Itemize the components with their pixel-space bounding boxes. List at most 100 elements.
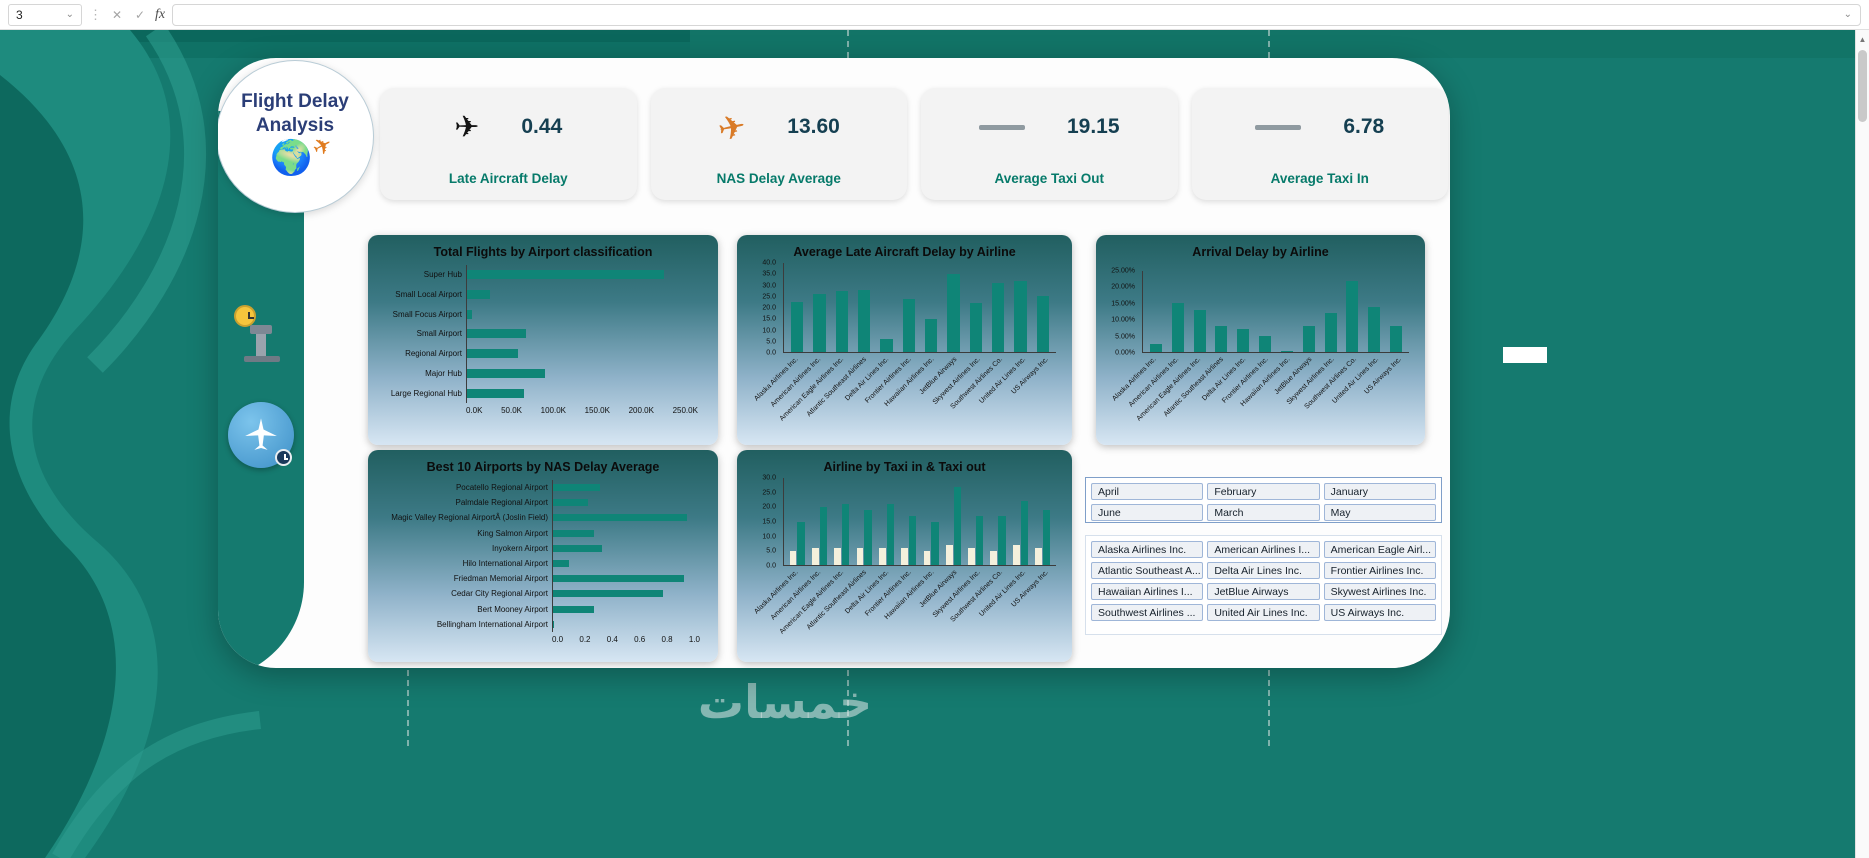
- cancel-icon[interactable]: ✕: [111, 7, 123, 22]
- bar-group: [808, 263, 830, 352]
- scroll-up-icon[interactable]: ▲: [1858, 35, 1867, 44]
- bar: [1012, 544, 1020, 565]
- selected-cell[interactable]: [1503, 347, 1547, 363]
- bar: [553, 560, 570, 568]
- bar-row: Friedman Memorial Airport: [454, 574, 700, 583]
- label-slot: US Airways Inc.: [1010, 353, 1056, 427]
- plot-area: [1142, 271, 1409, 353]
- bar-rows: Super Hub Small Local Airport Small Focus …: [391, 265, 698, 403]
- airline-slicer-item[interactable]: Delta Air Lines Inc.: [1207, 562, 1320, 579]
- dashboard-card: Flight Delay Analysis 🌍 ✈: [218, 58, 1450, 668]
- worksheet-canvas[interactable]: خمسات Flight Delay Analysis 🌍 ✈: [0, 30, 1855, 858]
- bar-row: Large Regional Hub: [391, 388, 698, 398]
- category-label: Bellingham International Airport: [436, 619, 548, 629]
- axis-tick: 15.00%: [1111, 300, 1135, 308]
- chart-plot: 0.00% 5.00% 10.00% 15.00% 20.00% 25.00% Alaska…: [1104, 268, 1417, 427]
- bar: [886, 504, 895, 565]
- category-label: Magic Valley Regional AirportÂ (Joslin F…: [391, 513, 548, 523]
- bar: [947, 274, 960, 352]
- axis-tick: 10.0: [762, 327, 776, 334]
- name-box[interactable]: 3 ⌄: [8, 3, 82, 26]
- airline-slicer-item[interactable]: United Air Lines Inc.: [1207, 604, 1320, 621]
- y-axis: 0.0 5.0 10.0 15.0 20.0 25.0 30.0 35.0 40.0: [745, 260, 779, 357]
- chart-title: Airline by Taxi in & Taxi out: [823, 460, 986, 474]
- chevron-down-icon[interactable]: ⌄: [65, 8, 74, 20]
- clock-icon: [234, 305, 256, 327]
- globe-icon: 🌍: [270, 139, 313, 178]
- x-axis: Alaska Airlines Inc. American Airlines In…: [753, 566, 1056, 640]
- axis-tick: 0.0: [766, 562, 776, 570]
- category-label: Small Local Airport: [395, 290, 462, 300]
- airline-slicer-item[interactable]: American Airlines I...: [1207, 541, 1320, 558]
- scrollbar-thumb[interactable]: [1858, 50, 1867, 122]
- chart-average-late-aircraft-delay-by-airline[interactable]: Average Late Aircraft Delay by Airline 0…: [737, 235, 1072, 445]
- bar-group: [1276, 271, 1298, 352]
- bar: [1302, 326, 1315, 352]
- airline-slicer-item[interactable]: Skywest Airlines Inc.: [1323, 583, 1436, 600]
- bar: [467, 368, 545, 378]
- category-label: Cedar City Regional Airport: [451, 589, 548, 599]
- plane-top-icon: [245, 418, 277, 450]
- airline-slicer-item[interactable]: Frontier Airlines Inc.: [1323, 562, 1436, 579]
- dash-icon: [1255, 124, 1302, 130]
- kpi-label: Average Taxi Out: [994, 171, 1105, 186]
- bar-row: Major Hub: [425, 368, 698, 378]
- fx-icon[interactable]: fx: [155, 6, 166, 22]
- bar: [813, 294, 826, 352]
- axis-tick: 5.0: [766, 338, 776, 346]
- month-slicer-item[interactable]: April: [1091, 483, 1204, 500]
- bar: [553, 605, 595, 613]
- bar-group: [1009, 263, 1031, 352]
- bar: [1014, 280, 1027, 352]
- category-label: Small Airport: [416, 329, 462, 339]
- page-break-line: [407, 670, 409, 746]
- airline-slicer-item[interactable]: JetBlue Airways: [1207, 583, 1320, 600]
- chevron-down-icon[interactable]: ⌄: [1843, 8, 1852, 20]
- axis-tick: 35.0: [762, 270, 776, 278]
- bar: [467, 388, 525, 398]
- bar: [991, 283, 1005, 352]
- formula-input[interactable]: ⌄: [172, 3, 1861, 26]
- background-strip: [0, 42, 690, 58]
- axis-tick: 0.0K: [466, 406, 483, 415]
- airline-slicer-item[interactable]: Alaska Airlines Inc.: [1091, 541, 1204, 558]
- bar: [925, 318, 938, 352]
- month-slicer-item[interactable]: June: [1091, 504, 1204, 521]
- chart-best-10-airports-by-nas-delay[interactable]: Best 10 Airports by NAS Delay Average Po…: [368, 450, 718, 662]
- chart-airline-by-taxi-in-taxi-out[interactable]: Airline by Taxi in & Taxi out 0.0 5.0 10.0…: [737, 450, 1072, 662]
- bar: [1036, 296, 1049, 352]
- axis-tick: 5.0: [766, 547, 776, 555]
- bar: [990, 550, 998, 565]
- vertical-scrollbar[interactable]: ▲: [1855, 30, 1869, 858]
- airline-slicer-item[interactable]: Hawaiian Airlines I...: [1091, 583, 1204, 600]
- airplane-button[interactable]: [228, 402, 294, 468]
- airline-slicer-item[interactable]: US Airways Inc.: [1323, 604, 1436, 621]
- airline-slicer-item[interactable]: American Eagle Airl...: [1323, 541, 1436, 558]
- bar: [797, 521, 805, 565]
- bar: [553, 499, 589, 507]
- bar: [1215, 326, 1228, 352]
- chart-total-flights-by-airport-classification[interactable]: Total Flights by Airport classification …: [368, 235, 718, 445]
- axis-tick: 0.6: [634, 635, 646, 644]
- bar-row: Pocatello Regional Airport: [456, 483, 700, 492]
- bar: [878, 547, 886, 565]
- bar-row: Super Hub: [424, 270, 698, 280]
- bar: [998, 515, 1006, 565]
- month-slicer-item[interactable]: May: [1323, 504, 1436, 521]
- airline-slicer-item[interactable]: Atlantic Southeast A...: [1091, 562, 1204, 579]
- month-slicer[interactable]: April February January June March May: [1085, 477, 1442, 523]
- month-slicer-item[interactable]: March: [1207, 504, 1320, 521]
- month-slicer-item[interactable]: February: [1207, 483, 1320, 500]
- chart-arrival-delay-by-airline[interactable]: Arrival Delay by Airline 0.00% 5.00% 10.00…: [1096, 235, 1425, 445]
- airline-slicer-item[interactable]: Southwest Airlines ...: [1091, 604, 1204, 621]
- bar-row: Small Focus Airport: [393, 309, 698, 319]
- page-break-line: [1268, 670, 1270, 746]
- check-icon[interactable]: ✓: [134, 7, 146, 22]
- bar: [1259, 335, 1272, 352]
- bar-group: [942, 263, 964, 352]
- month-slicer-item[interactable]: January: [1323, 483, 1436, 500]
- background-strip: [690, 30, 1855, 58]
- airline-slicer[interactable]: Alaska Airlines Inc. American Airlines I.…: [1085, 535, 1442, 635]
- bar-group: [920, 263, 942, 352]
- category-label: Friedman Memorial Airport: [453, 574, 548, 584]
